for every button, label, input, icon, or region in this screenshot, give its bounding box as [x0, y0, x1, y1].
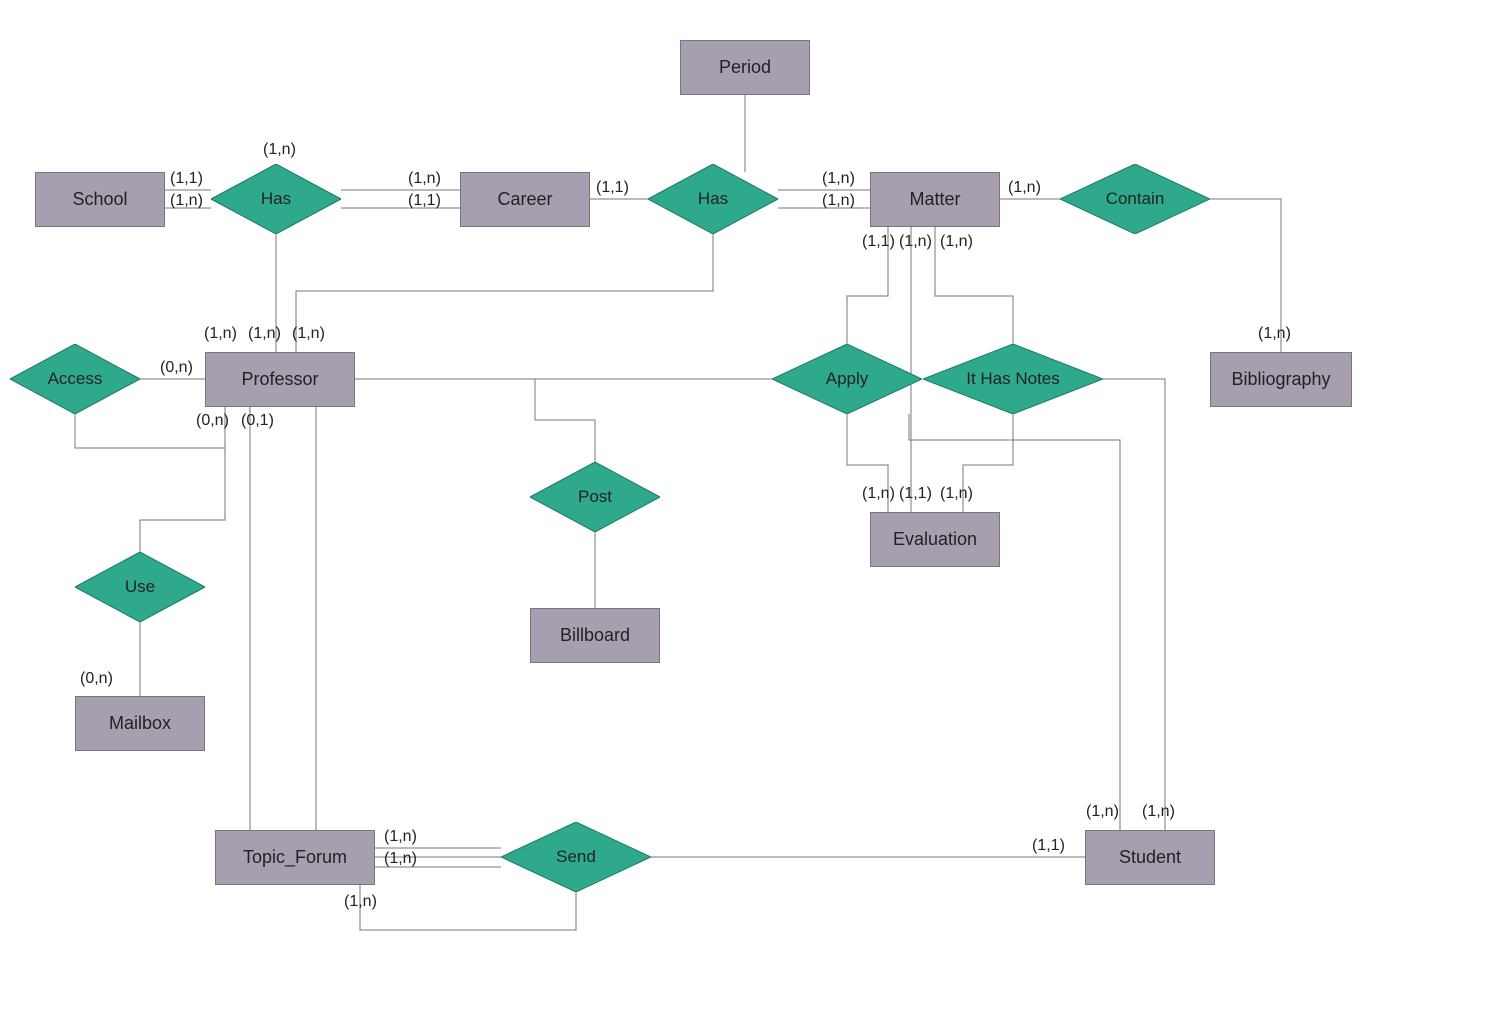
rel-label: Has	[698, 189, 728, 209]
cardinality-label: (1,n)	[940, 485, 973, 503]
entity-topic-forum: Topic_Forum	[215, 830, 375, 885]
cardinality-label: (0,n)	[80, 670, 113, 688]
edge	[1103, 379, 1165, 830]
edge	[535, 379, 595, 462]
rel-has-2: Has	[648, 164, 778, 234]
entity-label: Evaluation	[893, 529, 977, 550]
entity-label: Professor	[241, 369, 318, 390]
entity-professor: Professor	[205, 352, 355, 407]
cardinality-label: (1,n)	[204, 325, 237, 343]
rel-label: Use	[125, 577, 155, 597]
rel-label: Send	[556, 847, 596, 867]
rel-label: Apply	[826, 369, 869, 389]
rel-apply: Apply	[772, 344, 922, 414]
entity-student: Student	[1085, 830, 1215, 885]
entity-career: Career	[460, 172, 590, 227]
entity-billboard: Billboard	[530, 608, 660, 663]
edge	[316, 407, 501, 857]
cardinality-label: (1,n)	[384, 850, 417, 868]
rel-label: Has	[261, 189, 291, 209]
cardinality-label: (1,1)	[1032, 837, 1065, 855]
entity-label: Career	[497, 189, 552, 210]
entity-label: Topic_Forum	[243, 847, 347, 868]
cardinality-label: (1,n)	[344, 893, 377, 911]
cardinality-label: (1,n)	[822, 192, 855, 210]
rel-label: It Has Notes	[966, 369, 1060, 389]
cardinality-label: (1,n)	[170, 192, 203, 210]
entity-label: Mailbox	[109, 713, 171, 734]
rel-label: Access	[48, 369, 103, 389]
edge	[909, 414, 1120, 830]
cardinality-label: (1,n)	[1086, 803, 1119, 821]
cardinality-label: (1,n)	[822, 170, 855, 188]
entity-school: School	[35, 172, 165, 227]
entity-label: School	[72, 189, 127, 210]
entity-label: Matter	[909, 189, 960, 210]
entity-evaluation: Evaluation	[870, 512, 1000, 567]
cardinality-label: (0,1)	[241, 412, 274, 430]
cardinality-label: (1,n)	[248, 325, 281, 343]
cardinality-label: (1,n)	[1008, 179, 1041, 197]
entity-label: Bibliography	[1231, 369, 1330, 390]
entity-period: Period	[680, 40, 810, 95]
cardinality-label: (1,n)	[384, 828, 417, 846]
entity-mailbox: Mailbox	[75, 696, 205, 751]
cardinality-label: (0,n)	[196, 412, 229, 430]
cardinality-label: (1,n)	[1258, 325, 1291, 343]
cardinality-label: (1,1)	[862, 233, 895, 251]
rel-use: Use	[75, 552, 205, 622]
cardinality-label: (1,1)	[596, 179, 629, 197]
cardinality-label: (1,1)	[899, 485, 932, 503]
edge	[296, 234, 713, 352]
entity-matter: Matter	[870, 172, 1000, 227]
cardinality-label: (1,n)	[862, 485, 895, 503]
cardinality-label: (1,n)	[1142, 803, 1175, 821]
rel-label: Contain	[1106, 189, 1165, 209]
cardinality-label: (1,n)	[940, 233, 973, 251]
rel-send: Send	[501, 822, 651, 892]
rel-has-1: Has	[211, 164, 341, 234]
rel-label: Post	[578, 487, 612, 507]
rel-access: Access	[10, 344, 140, 414]
entity-bibliography: Bibliography	[1210, 352, 1352, 407]
rel-it-has-notes: It Has Notes	[923, 344, 1103, 414]
cardinality-label: (1,n)	[292, 325, 325, 343]
cardinality-label: (1,n)	[263, 141, 296, 159]
entity-label: Period	[719, 57, 771, 78]
cardinality-label: (1,1)	[170, 170, 203, 188]
entity-label: Student	[1119, 847, 1181, 868]
rel-post: Post	[530, 462, 660, 532]
cardinality-label: (1,1)	[408, 192, 441, 210]
cardinality-label: (1,n)	[899, 233, 932, 251]
cardinality-label: (0,n)	[160, 359, 193, 377]
entity-label: Billboard	[560, 625, 630, 646]
rel-contain: Contain	[1060, 164, 1210, 234]
cardinality-label: (1,n)	[408, 170, 441, 188]
